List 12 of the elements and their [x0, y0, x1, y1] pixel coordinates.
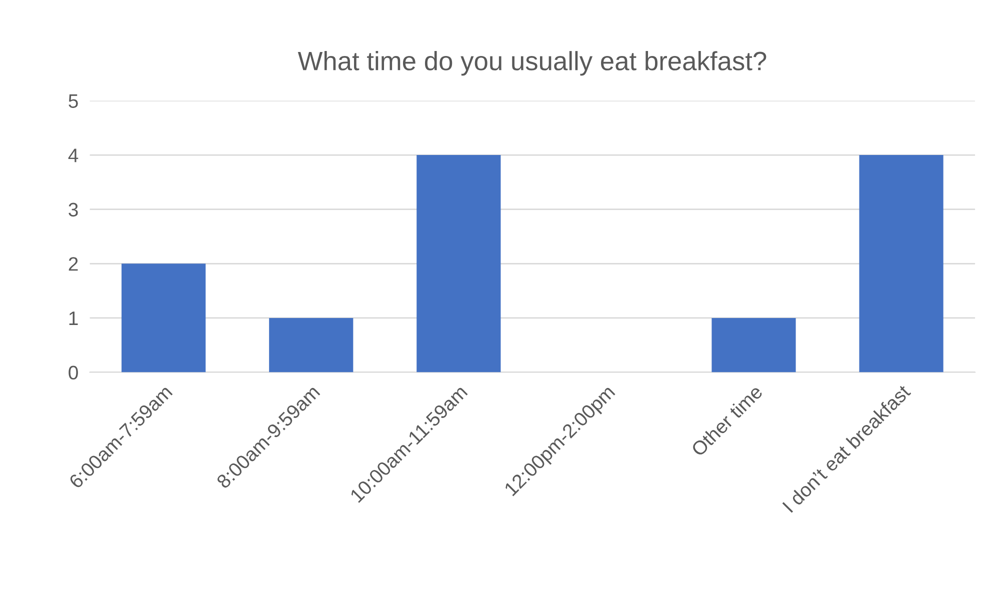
bar [269, 318, 354, 372]
bar [712, 318, 796, 372]
y-tick-label: 2 [68, 257, 78, 271]
bar [416, 155, 501, 372]
chart-title: What time do you usually eat breakfast? [298, 51, 766, 76]
y-tick-label: 4 [68, 148, 78, 162]
y-tick-label: 1 [69, 312, 78, 325]
bar [122, 264, 206, 372]
y-tick-label: 5 [68, 94, 78, 108]
bar [859, 155, 944, 372]
y-tick-label: 3 [68, 202, 78, 217]
y-tick-label: 0 [68, 366, 78, 380]
